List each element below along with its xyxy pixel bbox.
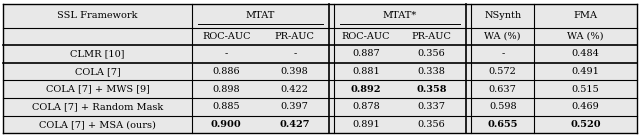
Text: 0.887: 0.887 [352,50,380,58]
Text: PR-AUC: PR-AUC [275,32,315,41]
Text: 0.358: 0.358 [417,85,447,94]
Text: 0.469: 0.469 [572,102,600,111]
Text: COLA [7] + MSA (ours): COLA [7] + MSA (ours) [39,120,156,129]
Text: 0.397: 0.397 [281,102,308,111]
Text: 0.398: 0.398 [281,67,308,76]
Text: 0.422: 0.422 [281,85,308,94]
Text: 0.878: 0.878 [352,102,380,111]
Text: 0.484: 0.484 [572,50,600,58]
Text: -: - [501,50,504,58]
Text: COLA [7] + MWS [9]: COLA [7] + MWS [9] [45,85,150,94]
Text: CLMR [10]: CLMR [10] [70,50,125,58]
Text: ROC-AUC: ROC-AUC [342,32,390,41]
Text: 0.337: 0.337 [418,102,445,111]
Text: 0.356: 0.356 [418,50,445,58]
Text: 0.886: 0.886 [212,67,240,76]
Text: 0.637: 0.637 [489,85,516,94]
Text: WA (%): WA (%) [567,32,604,41]
Text: COLA [7] + Random Mask: COLA [7] + Random Mask [32,102,163,111]
Text: 0.900: 0.900 [211,120,242,129]
Text: 0.655: 0.655 [488,120,518,129]
Text: NSynth: NSynth [484,11,522,20]
Text: 0.892: 0.892 [351,85,381,94]
Text: 0.515: 0.515 [572,85,600,94]
Text: WA (%): WA (%) [484,32,521,41]
Text: 0.898: 0.898 [212,85,240,94]
Text: MTAT*: MTAT* [383,11,417,20]
Text: COLA [7]: COLA [7] [75,67,120,76]
Text: FMA: FMA [573,11,598,20]
Text: 0.491: 0.491 [572,67,600,76]
Text: 0.427: 0.427 [280,120,310,129]
Text: -: - [293,50,296,58]
Text: 0.885: 0.885 [212,102,240,111]
Text: ROC-AUC: ROC-AUC [202,32,250,41]
Text: 0.572: 0.572 [489,67,516,76]
Text: SSL Framework: SSL Framework [58,11,138,20]
Text: 0.881: 0.881 [352,67,380,76]
Text: PR-AUC: PR-AUC [412,32,452,41]
Text: MTAT: MTAT [246,11,275,20]
Text: 0.891: 0.891 [352,120,380,129]
Text: 0.520: 0.520 [570,120,601,129]
Text: -: - [225,50,228,58]
Text: 0.338: 0.338 [418,67,445,76]
Text: 0.356: 0.356 [418,120,445,129]
Text: 0.598: 0.598 [489,102,516,111]
